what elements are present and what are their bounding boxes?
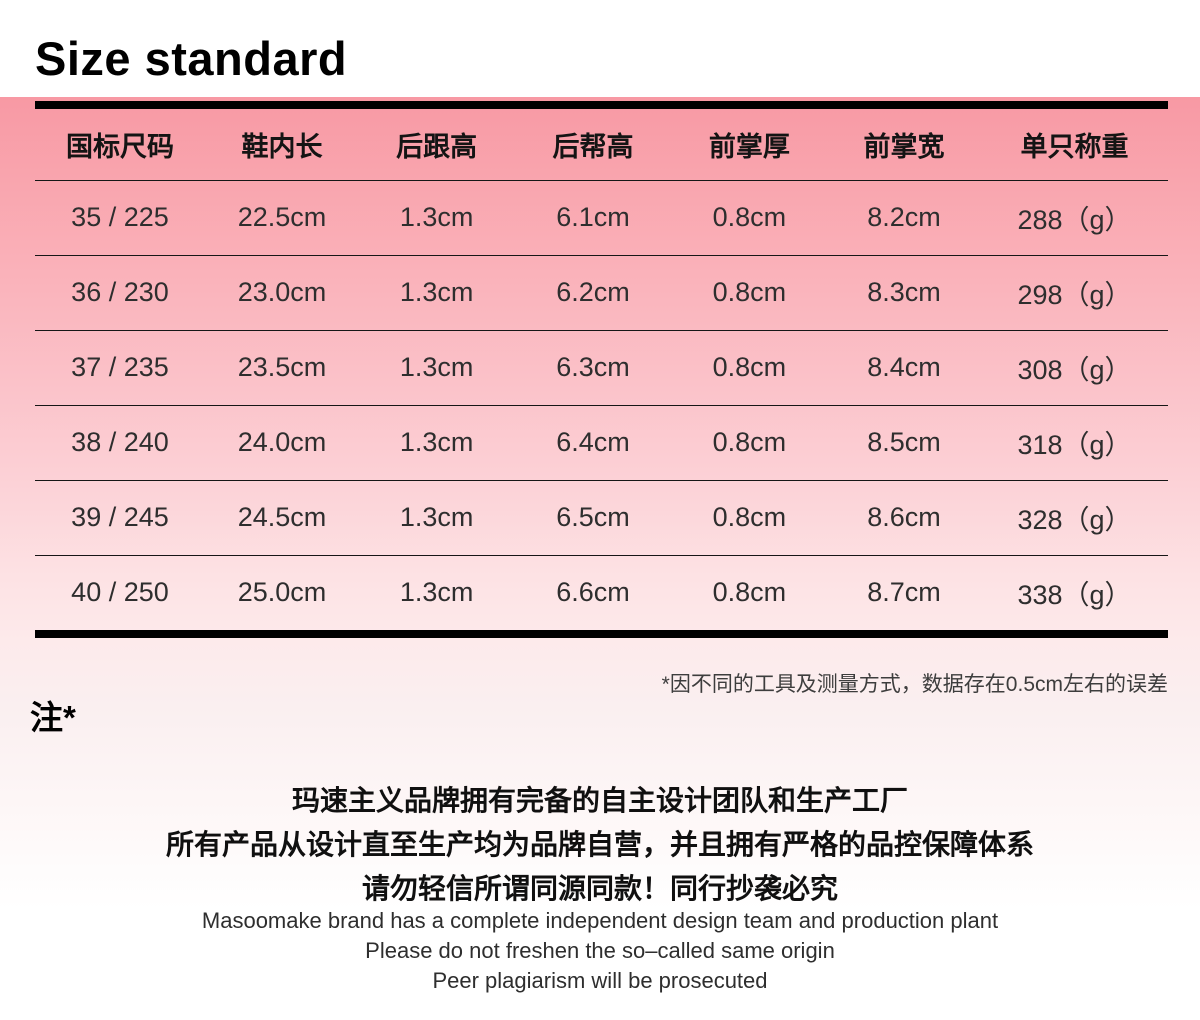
table-top-bar <box>35 101 1168 109</box>
table-row: 35 / 225 22.5cm 1.3cm 6.1cm 0.8cm 8.2cm … <box>35 179 1168 255</box>
brand-en-line: Peer plagiarism will be prosecuted <box>432 968 768 993</box>
cell-heel-height: 1.3cm <box>359 404 515 480</box>
header-cell-weight: 单只称重 <box>1020 131 1129 162</box>
cell-back-height: 6.1cm <box>514 179 672 255</box>
brand-en-line: Masoomake brand has a complete independe… <box>201 908 999 933</box>
table-bottom-bar <box>35 630 1168 638</box>
cell-inner-length: 23.0cm <box>204 254 360 330</box>
table-row: 39 / 245 24.5cm 1.3cm 6.5cm 0.8cm 8.6cm … <box>35 479 1168 555</box>
cell-heel-height: 1.3cm <box>359 254 515 330</box>
cell-weight: 298（g） <box>981 254 1168 330</box>
cell-forefoot-width: 8.7cm <box>826 554 982 630</box>
cell-size: 38 / 240 <box>35 404 205 480</box>
cell-back-height: 6.2cm <box>514 254 672 330</box>
table-row: 37 / 235 23.5cm 1.3cm 6.3cm 0.8cm 8.4cm … <box>35 329 1168 405</box>
table-header-row: 国标尺码 鞋内长 后跟高 后帮高 前掌厚 前掌宽 单只称重 <box>35 109 1168 180</box>
header-cell-size: 国标尺码 <box>65 131 174 162</box>
brand-zh-line: 玛速主义品牌拥有完备的自主设计团队和生产工厂 <box>291 785 908 816</box>
cell-heel-height: 1.3cm <box>359 554 515 630</box>
cell-heel-height: 1.3cm <box>359 179 515 255</box>
cell-forefoot-width: 8.4cm <box>826 329 982 405</box>
header-cell-forefoot-width: 前掌宽 <box>863 131 945 162</box>
brand-zh-line: 所有产品从设计直至生产均为品牌自营，并且拥有严格的品控保障体系 <box>165 829 1034 860</box>
brand-statement-chinese: 玛速主义品牌拥有完备的自主设计团队和生产工厂 所有产品从设计直至生产均为品牌自营… <box>0 779 1200 911</box>
cell-forefoot-thickness: 0.8cm <box>671 179 827 255</box>
header-cell-back-height: 后帮高 <box>552 131 634 162</box>
cell-weight: 318（g） <box>981 404 1168 480</box>
note-label: 注* <box>30 699 76 736</box>
cell-size: 39 / 245 <box>35 479 205 555</box>
cell-heel-height: 1.3cm <box>359 329 515 405</box>
cell-size: 40 / 250 <box>35 554 205 630</box>
cell-forefoot-thickness: 0.8cm <box>671 329 827 405</box>
header-cell-inner-length: 鞋内长 <box>241 131 323 162</box>
cell-forefoot-width: 8.6cm <box>826 479 982 555</box>
cell-inner-length: 25.0cm <box>204 554 360 630</box>
cell-heel-height: 1.3cm <box>359 479 515 555</box>
cell-forefoot-width: 8.3cm <box>826 254 982 330</box>
cell-weight: 338（g） <box>981 554 1168 630</box>
table-row: 40 / 250 25.0cm 1.3cm 6.6cm 0.8cm 8.7cm … <box>35 554 1168 630</box>
table-row: 38 / 240 24.0cm 1.3cm 6.4cm 0.8cm 8.5cm … <box>35 404 1168 480</box>
measurement-disclaimer: *因不同的工具及测量方式，数据存在0.5cm左右的误差 <box>661 673 1168 696</box>
cell-forefoot-width: 8.2cm <box>826 179 982 255</box>
cell-forefoot-width: 8.5cm <box>826 404 982 480</box>
cell-weight: 288（g） <box>981 179 1168 255</box>
cell-back-height: 6.5cm <box>514 479 672 555</box>
brand-statement-english: Masoomake brand has a complete independe… <box>0 906 1200 996</box>
cell-back-height: 6.4cm <box>514 404 672 480</box>
brand-zh-line: 请勿轻信所谓同源同款！同行抄袭必究 <box>361 873 838 904</box>
cell-weight: 308（g） <box>981 329 1168 405</box>
cell-forefoot-thickness: 0.8cm <box>671 254 827 330</box>
header-cell-heel-height: 后跟高 <box>396 131 478 162</box>
cell-forefoot-thickness: 0.8cm <box>671 554 827 630</box>
cell-inner-length: 22.5cm <box>204 179 360 255</box>
brand-en-line: Please do not freshen the so–called same… <box>365 938 835 963</box>
cell-inner-length: 23.5cm <box>204 329 360 405</box>
cell-size: 37 / 235 <box>35 329 205 405</box>
cell-back-height: 6.3cm <box>514 329 672 405</box>
cell-size: 36 / 230 <box>35 254 205 330</box>
cell-inner-length: 24.5cm <box>204 479 360 555</box>
cell-size: 35 / 225 <box>35 179 205 255</box>
cell-forefoot-thickness: 0.8cm <box>671 404 827 480</box>
cell-back-height: 6.6cm <box>514 554 672 630</box>
page-title: Size standard <box>35 32 348 85</box>
size-table-container: 国标尺码 鞋内长 后跟高 后帮高 前掌厚 前掌宽 单只称重 35 / 225 2… <box>35 101 1168 638</box>
size-table: 国标尺码 鞋内长 后跟高 后帮高 前掌厚 前掌宽 单只称重 35 / 225 2… <box>35 109 1168 630</box>
header-cell-forefoot-thickness: 前掌厚 <box>708 131 790 162</box>
cell-forefoot-thickness: 0.8cm <box>671 479 827 555</box>
cell-inner-length: 24.0cm <box>204 404 360 480</box>
cell-weight: 328（g） <box>981 479 1168 555</box>
table-row: 36 / 230 23.0cm 1.3cm 6.2cm 0.8cm 8.3cm … <box>35 254 1168 330</box>
